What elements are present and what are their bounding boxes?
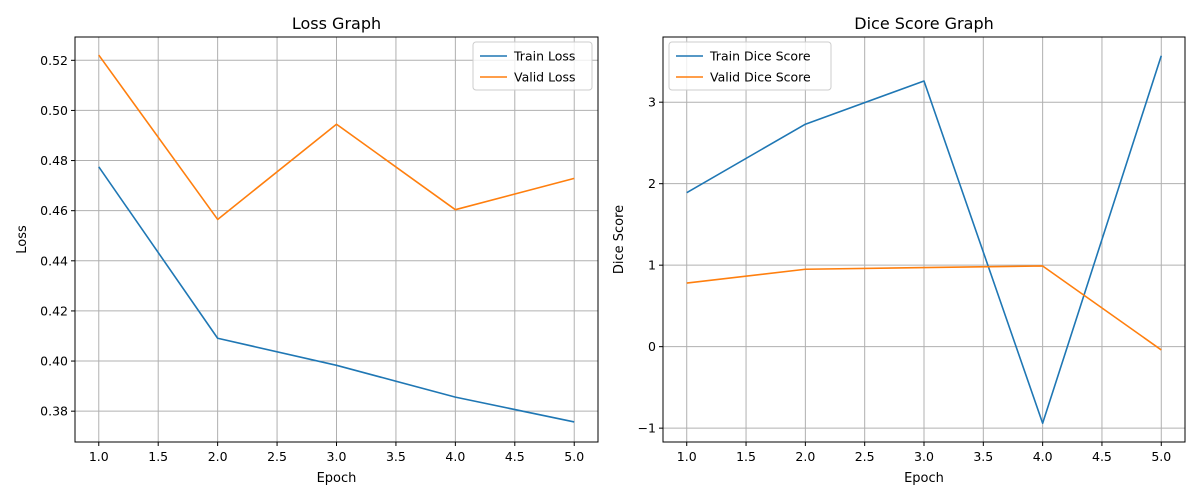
y-tick-label: 2 bbox=[648, 176, 656, 191]
y-tick-label: 0.44 bbox=[40, 253, 68, 268]
y-tick-label: 1 bbox=[648, 258, 656, 273]
x-tick-label: 5.0 bbox=[564, 449, 584, 464]
y-tick-label: 0.38 bbox=[40, 404, 68, 419]
y-tick-label: 3 bbox=[648, 95, 656, 110]
x-tick-label: 2.5 bbox=[855, 449, 875, 464]
legend-label: Train Dice Score bbox=[709, 49, 811, 64]
legend-label: Train Loss bbox=[513, 49, 575, 64]
x-tick-label: 3.5 bbox=[386, 449, 406, 464]
chart-title: Loss Graph bbox=[292, 14, 381, 33]
legend: Train Loss Valid Loss bbox=[472, 41, 593, 91]
x-tick-label: 3.0 bbox=[327, 449, 347, 464]
x-tick-label: 5.0 bbox=[1151, 449, 1171, 464]
y-tick-label: 0.50 bbox=[40, 103, 68, 118]
y-tick-label: 0.48 bbox=[40, 153, 68, 168]
y-tick-label: 0 bbox=[648, 339, 656, 354]
x-axis-label: Epoch bbox=[317, 471, 357, 486]
series-line-2 bbox=[686, 265, 1162, 351]
y-tick-label: −1 bbox=[638, 421, 656, 436]
y-tick-label: 0.40 bbox=[40, 354, 68, 369]
y-axis-label: Loss bbox=[15, 225, 30, 254]
loss-chart: 1.0 1.5 2.0 2.5 3.0 3.5 4.0 4.5 5.0 0.38 0.40 0.42 0… bbox=[15, 14, 599, 486]
dice-score-chart: 1.0 1.5 2.0 2.5 3.0 3.5 4.0 4.5 5.0 −1 0 1 2 3 Dice Sc… bbox=[612, 14, 1186, 486]
x-tick-label: 3.0 bbox=[914, 449, 934, 464]
series-line-1 bbox=[98, 166, 575, 423]
legend: Train Dice Score Valid Dice Score bbox=[668, 41, 832, 91]
x-tick-label: 4.0 bbox=[445, 449, 465, 464]
x-tick-label: 4.5 bbox=[1092, 449, 1112, 464]
x-tick-label: 1.0 bbox=[677, 449, 697, 464]
x-tick-label: 2.0 bbox=[795, 449, 815, 464]
series-line-1 bbox=[686, 55, 1163, 425]
x-tick-label: 1.0 bbox=[89, 449, 109, 464]
x-tick-label: 1.5 bbox=[736, 449, 756, 464]
x-tick-label: 1.5 bbox=[148, 449, 168, 464]
legend-box bbox=[472, 41, 593, 91]
legend-label: Valid Loss bbox=[514, 70, 576, 85]
x-tick-label: 2.0 bbox=[208, 449, 228, 464]
y-tick-label: 0.42 bbox=[40, 303, 68, 318]
chart-title: Dice Score Graph bbox=[854, 14, 993, 33]
x-tick-label: 4.0 bbox=[1033, 449, 1053, 464]
series-line-2 bbox=[98, 54, 575, 221]
x-tick-label: 3.5 bbox=[973, 449, 993, 464]
x-tick-label: 2.5 bbox=[267, 449, 287, 464]
x-axis-label: Epoch bbox=[904, 471, 944, 486]
legend-box bbox=[668, 41, 832, 91]
y-tick-label: 0.52 bbox=[40, 53, 68, 68]
legend-label: Valid Dice Score bbox=[710, 70, 811, 85]
y-tick-label: 0.46 bbox=[40, 203, 68, 218]
x-tick-label: 4.5 bbox=[505, 449, 525, 464]
y-axis-label: Dice Score bbox=[612, 205, 627, 274]
